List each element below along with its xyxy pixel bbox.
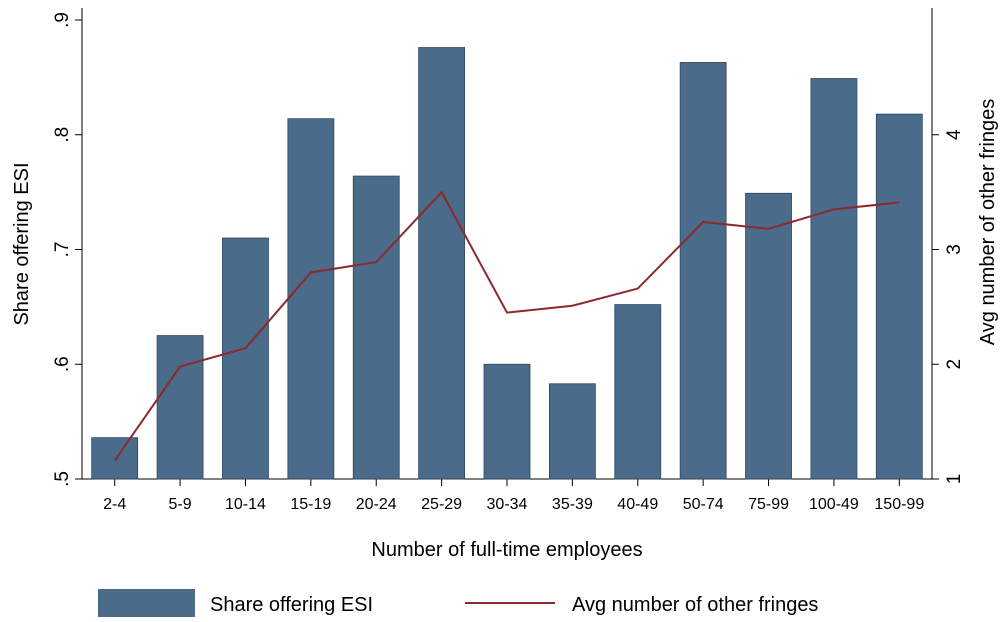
y2-tick-label: 2 — [944, 359, 965, 370]
x-tick-label: 15-19 — [290, 496, 331, 513]
x-tick-label: 20-24 — [356, 496, 397, 513]
x-tick-label: 25-29 — [421, 496, 462, 513]
y2-tick-label: 3 — [944, 244, 965, 255]
legend-label: Share offering ESI — [210, 594, 373, 616]
bar — [614, 304, 662, 480]
x-tick-label: 5-9 — [169, 496, 192, 513]
x-tick-label: 40-49 — [617, 496, 658, 513]
y-tick-label: .7 — [52, 242, 73, 258]
x-tick-label: 10-14 — [225, 496, 266, 513]
y-tick-label: .9 — [52, 12, 73, 28]
bar — [222, 237, 269, 480]
bar — [810, 78, 858, 480]
bar — [745, 192, 792, 480]
x-tick-label: 35-39 — [552, 496, 593, 513]
legend-swatch — [98, 589, 195, 617]
y-tick-label: .6 — [52, 356, 73, 372]
y2-tick-label: 1 — [944, 474, 965, 485]
bar — [875, 113, 923, 480]
line — [113, 190, 900, 462]
bar — [548, 383, 596, 480]
x-tick-label: 100-49 — [809, 496, 859, 513]
x-tick-label: 30-34 — [487, 496, 528, 513]
y2-axis-title: Avg number of other fringes — [977, 99, 999, 345]
y-tick-label: .5 — [52, 471, 73, 487]
bar — [352, 175, 400, 480]
x-tick-label: 2-4 — [103, 496, 126, 513]
y-axis-title: Share offering ESI — [11, 162, 33, 325]
bar — [287, 118, 335, 480]
bar — [418, 47, 466, 480]
bar — [91, 437, 139, 480]
y-tick-label: .8 — [52, 127, 73, 143]
bar — [679, 62, 727, 480]
x-tick-label: 50-74 — [683, 496, 724, 513]
x-axis-title: Number of full-time employees — [371, 539, 642, 561]
bar — [483, 363, 531, 480]
bar — [156, 335, 204, 480]
y2-tick-label: 4 — [944, 129, 965, 140]
x-tick-label: 75-99 — [748, 496, 789, 513]
legend-label: Avg number of other fringes — [572, 594, 818, 616]
x-tick-label: 150-99 — [874, 496, 924, 513]
